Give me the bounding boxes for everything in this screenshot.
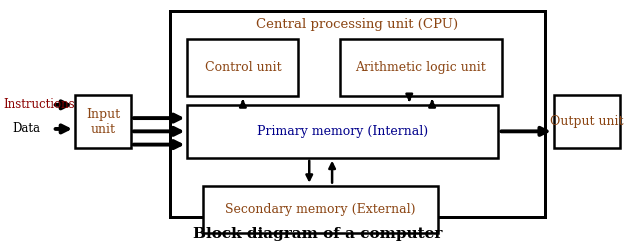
Text: Arithmetic logic unit: Arithmetic logic unit bbox=[356, 61, 486, 74]
Text: Secondary memory (External): Secondary memory (External) bbox=[225, 203, 416, 215]
Text: Central processing unit (CPU): Central processing unit (CPU) bbox=[257, 18, 458, 31]
Bar bbox=[170, 11, 545, 217]
Text: Primary memory (Internal): Primary memory (Internal) bbox=[257, 125, 429, 138]
Bar bbox=[554, 95, 620, 148]
Text: Control unit: Control unit bbox=[204, 61, 281, 74]
Bar bbox=[187, 39, 298, 96]
Text: Data: Data bbox=[13, 122, 41, 135]
Bar bbox=[203, 186, 438, 233]
Text: Block diagram of a computer: Block diagram of a computer bbox=[193, 227, 442, 241]
Bar bbox=[340, 39, 502, 96]
Text: Input
unit: Input unit bbox=[86, 108, 120, 136]
Bar bbox=[75, 95, 131, 148]
Text: Output unit: Output unit bbox=[551, 115, 624, 128]
Text: Instructions: Instructions bbox=[3, 98, 75, 111]
Bar bbox=[187, 105, 498, 158]
